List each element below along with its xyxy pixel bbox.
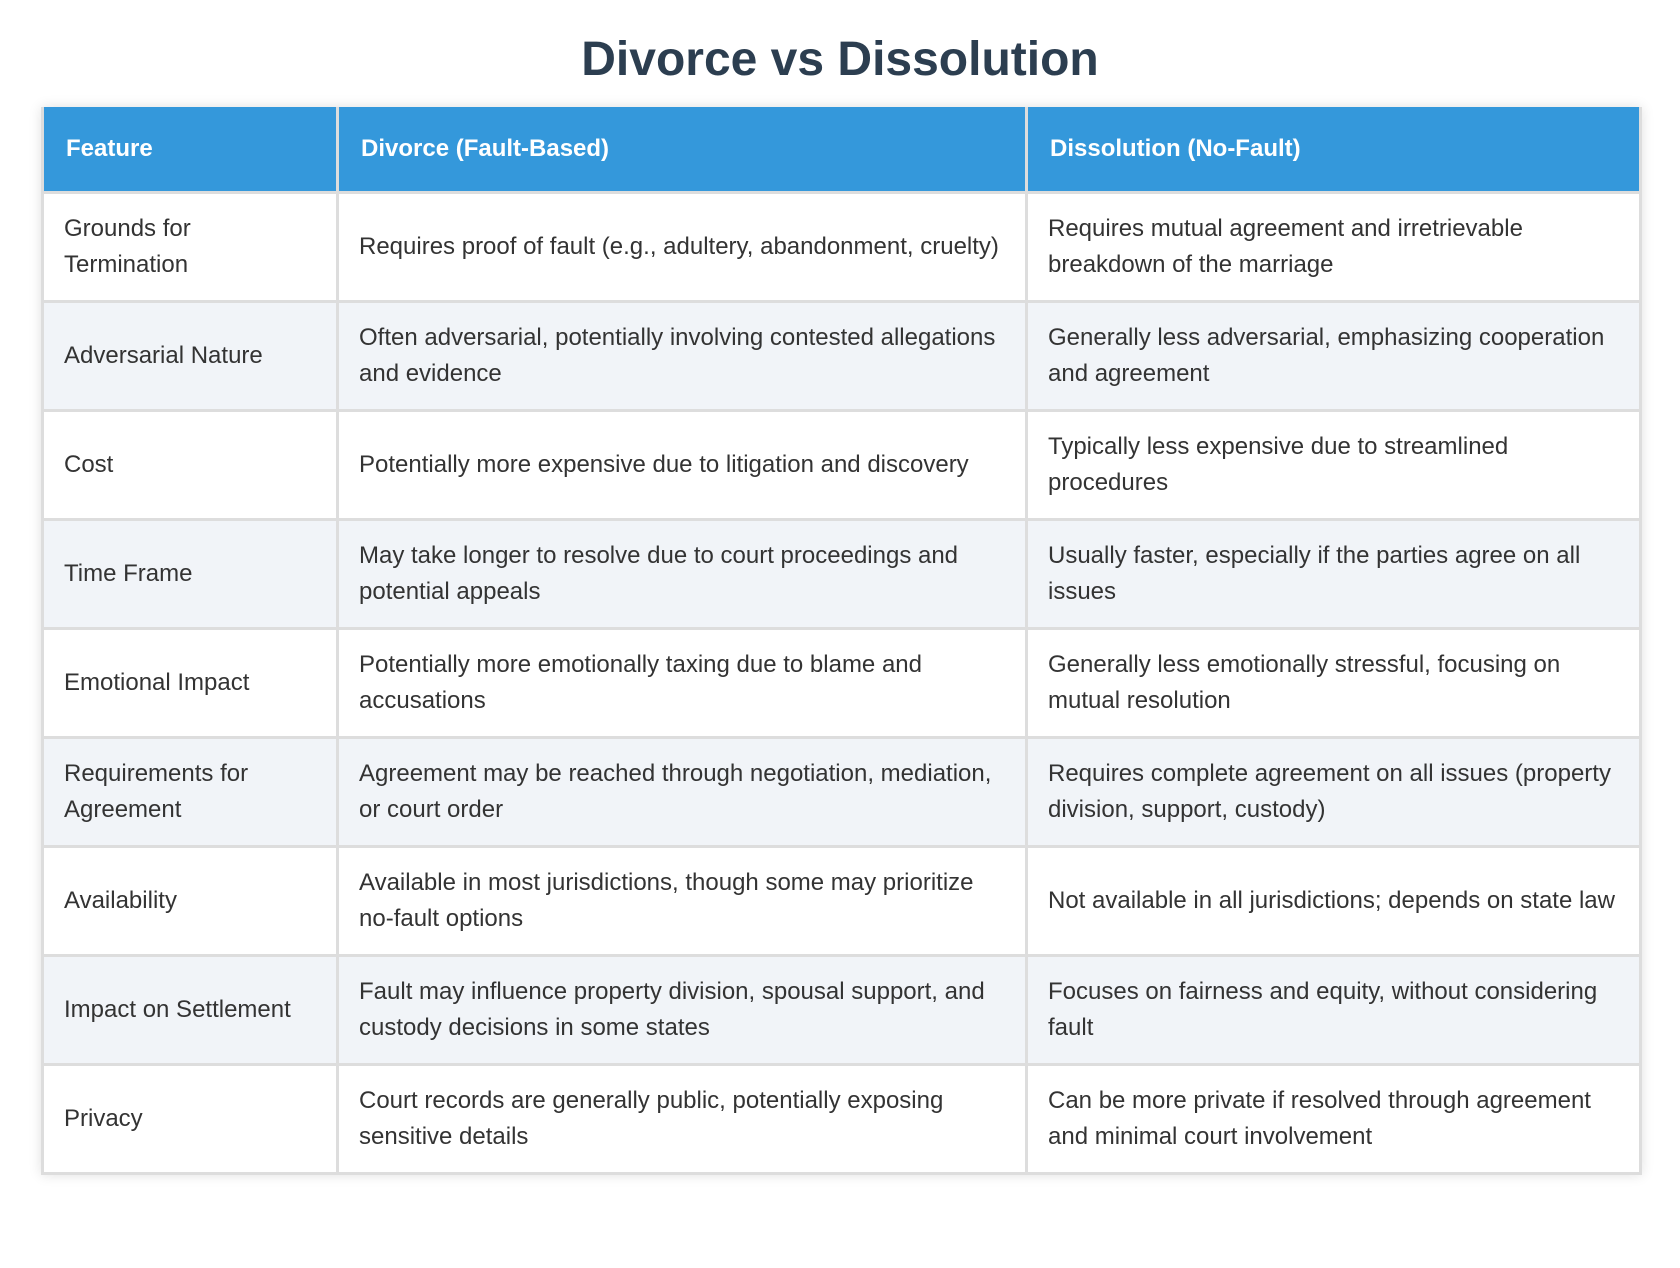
feature-cell: Privacy bbox=[41, 1063, 339, 1175]
table-body: Grounds for Termination Requires proof o… bbox=[41, 191, 1642, 1175]
dissolution-cell: Typically less expensive due to streamli… bbox=[1025, 409, 1642, 521]
feature-cell: Cost bbox=[41, 409, 339, 521]
dissolution-cell: Focuses on fairness and equity, without … bbox=[1025, 954, 1642, 1066]
divorce-cell: Available in most jurisdictions, though … bbox=[336, 845, 1028, 957]
table-row: Requirements for Agreement Agreement may… bbox=[41, 736, 1642, 848]
dissolution-cell: Generally less emotionally stressful, fo… bbox=[1025, 627, 1642, 739]
header-row: Feature Divorce (Fault-Based) Dissolutio… bbox=[41, 107, 1642, 194]
dissolution-cell: Requires complete agreement on all issue… bbox=[1025, 736, 1642, 848]
dissolution-cell: Requires mutual agreement and irretrieva… bbox=[1025, 191, 1642, 303]
dissolution-cell: Generally less adversarial, emphasizing … bbox=[1025, 300, 1642, 412]
table-row: Emotional Impact Potentially more emotio… bbox=[41, 627, 1642, 739]
table-row: Availability Available in most jurisdict… bbox=[41, 845, 1642, 957]
table-row: Adversarial Nature Often adversarial, po… bbox=[41, 300, 1642, 412]
dissolution-cell: Can be more private if resolved through … bbox=[1025, 1063, 1642, 1175]
divorce-cell: Potentially more expensive due to litiga… bbox=[336, 409, 1028, 521]
column-header-divorce: Divorce (Fault-Based) bbox=[336, 107, 1028, 194]
feature-cell: Emotional Impact bbox=[41, 627, 339, 739]
divorce-cell: Requires proof of fault (e.g., adultery,… bbox=[336, 191, 1028, 303]
divorce-cell: Potentially more emotionally taxing due … bbox=[336, 627, 1028, 739]
divorce-cell: May take longer to resolve due to court … bbox=[336, 518, 1028, 630]
table-row: Grounds for Termination Requires proof o… bbox=[41, 191, 1642, 303]
table-row: Cost Potentially more expensive due to l… bbox=[41, 409, 1642, 521]
feature-cell: Requirements for Agreement bbox=[41, 736, 339, 848]
comparison-table: Feature Divorce (Fault-Based) Dissolutio… bbox=[41, 107, 1642, 1175]
table-row: Impact on Settlement Fault may influence… bbox=[41, 954, 1642, 1066]
column-header-feature: Feature bbox=[41, 107, 339, 194]
feature-cell: Availability bbox=[41, 845, 339, 957]
dissolution-cell: Usually faster, especially if the partie… bbox=[1025, 518, 1642, 630]
divorce-cell: Fault may influence property division, s… bbox=[336, 954, 1028, 1066]
table-row: Time Frame May take longer to resolve du… bbox=[41, 518, 1642, 630]
feature-cell: Impact on Settlement bbox=[41, 954, 339, 1066]
divorce-cell: Agreement may be reached through negotia… bbox=[336, 736, 1028, 848]
table-header: Feature Divorce (Fault-Based) Dissolutio… bbox=[41, 107, 1642, 194]
feature-cell: Time Frame bbox=[41, 518, 339, 630]
dissolution-cell: Not available in all jurisdictions; depe… bbox=[1025, 845, 1642, 957]
page-title: Divorce vs Dissolution bbox=[581, 33, 1099, 86]
divorce-cell: Often adversarial, potentially involving… bbox=[336, 300, 1028, 412]
comparison-table-container: Feature Divorce (Fault-Based) Dissolutio… bbox=[41, 107, 1642, 1175]
feature-cell: Adversarial Nature bbox=[41, 300, 339, 412]
table-row: Privacy Court records are generally publ… bbox=[41, 1063, 1642, 1175]
feature-cell: Grounds for Termination bbox=[41, 191, 339, 303]
divorce-cell: Court records are generally public, pote… bbox=[336, 1063, 1028, 1175]
column-header-dissolution: Dissolution (No-Fault) bbox=[1025, 107, 1642, 194]
